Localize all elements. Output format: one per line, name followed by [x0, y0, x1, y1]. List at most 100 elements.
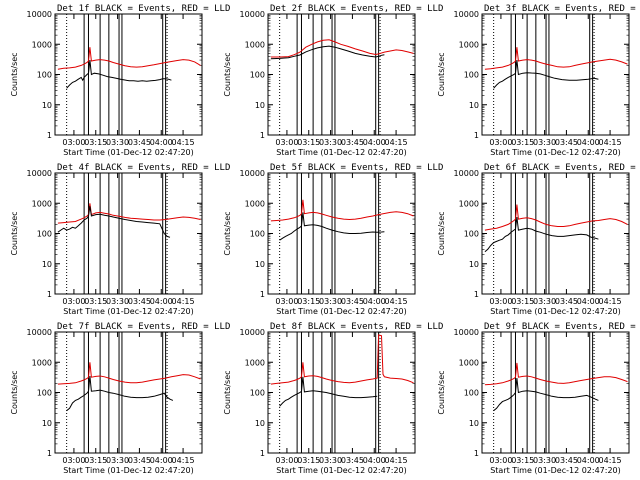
x-tick-label: 04:15 [599, 138, 622, 147]
y-tick-label: 1 [47, 290, 52, 299]
x-tick-label: 03:30 [319, 138, 342, 147]
panel-det-6: Det 6f BLACK = Events, RED = LLD 1 10 100 10… [437, 163, 640, 316]
x-tick-label: 03:00 [275, 297, 298, 306]
y-tick-label: 10000 [240, 10, 265, 19]
panel-title: Det 4f BLACK = Events, RED = LLD [57, 163, 230, 173]
lld-series-line [484, 47, 628, 70]
x-tick-label: 03:30 [106, 297, 129, 306]
events-series-line [66, 375, 174, 412]
y-tick-label: 100 [464, 389, 479, 398]
x-tick-label: 03:00 [275, 456, 298, 465]
x-tick-label: 03:45 [555, 297, 578, 306]
y-tick-label: 10 [255, 101, 265, 110]
lld-series-line [270, 199, 414, 222]
y-axis-title: Counts/sec [437, 52, 446, 96]
panel-det-1: Det 1f BLACK = Events, RED = LLD 1 10 100 10… [10, 4, 230, 157]
y-axis-title: Counts/sec [437, 370, 446, 414]
panel-det-7: Det 7f BLACK = Events, RED = LLD 1 10 100 10… [10, 322, 230, 475]
x-tick-label: 03:15 [511, 138, 534, 147]
x-tick-label: 04:15 [172, 456, 195, 465]
x-tick-label: 03:00 [489, 138, 512, 147]
lld-series-line [484, 362, 628, 386]
y-tick-label: 1000 [245, 40, 265, 49]
x-tick-label: 04:00 [363, 297, 386, 306]
x-tick-label: 03:15 [511, 297, 534, 306]
plot-frame [481, 331, 630, 454]
x-tick-label: 03:45 [341, 456, 364, 465]
y-tick-label: 1 [474, 449, 479, 458]
x-tick-label: 03:00 [489, 297, 512, 306]
y-tick-label: 1000 [32, 199, 52, 208]
x-tick-label: 03:00 [275, 138, 298, 147]
x-axis-title: Start Time (01-Dec-12 02:47:20) [276, 148, 407, 157]
lld-series-line [57, 203, 201, 224]
y-axis-title: Counts/sec [223, 52, 232, 96]
lld-series-line [270, 39, 414, 58]
x-tick-label: 04:00 [150, 297, 173, 306]
events-series-line [493, 60, 599, 89]
panel-title: Det 6f BLACK = Events, RED = LLD [484, 163, 640, 173]
x-tick-label: 04:15 [385, 456, 408, 465]
events-series-line [484, 216, 599, 253]
panel-det-9: Det 9f BLACK = Events, RED = LLD 1 10 100 10… [437, 322, 640, 475]
y-tick-label: 1000 [245, 358, 265, 367]
y-axis-title: Counts/sec [223, 370, 232, 414]
panel-det-5: Det 5f BLACK = Events, RED = LLD 1 10 100 10… [223, 163, 443, 316]
events-series-line [279, 212, 385, 241]
events-series-line [57, 206, 171, 238]
y-tick-label: 10 [42, 101, 52, 110]
x-tick-label: 03:00 [62, 138, 85, 147]
events-series-line [279, 376, 378, 407]
y-tick-label: 10000 [454, 169, 479, 178]
y-tick-label: 1000 [245, 199, 265, 208]
y-tick-label: 1 [260, 131, 265, 140]
y-tick-label: 1000 [32, 358, 52, 367]
panel-det-2: Det 2f BLACK = Events, RED = LLD 1 10 100 10… [223, 4, 443, 157]
y-tick-label: 1 [47, 449, 52, 458]
panel-title: Det 1f BLACK = Events, RED = LLD [57, 4, 230, 14]
x-tick-label: 03:45 [128, 138, 151, 147]
y-axis-title: Counts/sec [10, 211, 19, 255]
plot-frame [267, 331, 416, 454]
x-tick-label: 03:15 [511, 456, 534, 465]
y-tick-label: 100 [250, 389, 265, 398]
x-axis-title: Start Time (01-Dec-12 02:47:20) [63, 466, 194, 475]
plot-frame [481, 13, 630, 136]
panel-title: Det 3f BLACK = Events, RED = LLD [484, 4, 640, 14]
y-tick-label: 1 [474, 290, 479, 299]
x-tick-label: 03:30 [319, 297, 342, 306]
y-tick-label: 1000 [459, 40, 479, 49]
x-tick-label: 03:30 [533, 297, 556, 306]
x-axis-title: Start Time (01-Dec-12 02:47:20) [490, 148, 621, 157]
events-series-line [66, 60, 172, 89]
y-tick-label: 10 [469, 419, 479, 428]
y-tick-label: 10 [255, 419, 265, 428]
y-axis-title: Counts/sec [437, 211, 446, 255]
y-tick-label: 1000 [459, 199, 479, 208]
x-axis-title: Start Time (01-Dec-12 02:47:20) [490, 307, 621, 316]
x-tick-label: 03:15 [84, 456, 107, 465]
x-tick-label: 04:00 [577, 138, 600, 147]
y-tick-label: 100 [464, 71, 479, 80]
x-tick-label: 04:15 [385, 297, 408, 306]
x-tick-label: 03:15 [297, 138, 320, 147]
x-tick-label: 03:30 [533, 456, 556, 465]
x-tick-label: 04:15 [172, 138, 195, 147]
y-tick-label: 100 [37, 389, 52, 398]
y-tick-label: 1 [47, 131, 52, 140]
x-tick-label: 04:00 [577, 456, 600, 465]
panel-det-3: Det 3f BLACK = Events, RED = LLD 1 10 100 10… [437, 4, 640, 157]
panel-title: Det 5f BLACK = Events, RED = LLD [270, 163, 443, 173]
x-axis-title: Start Time (01-Dec-12 02:47:20) [276, 307, 407, 316]
plot-frame [54, 331, 203, 454]
lld-series-line [57, 362, 201, 385]
x-tick-label: 03:15 [84, 297, 107, 306]
y-tick-label: 1 [474, 131, 479, 140]
y-axis-title: Counts/sec [10, 52, 19, 96]
y-tick-label: 1 [260, 449, 265, 458]
plot-frame [481, 172, 630, 295]
plot-frame [54, 172, 203, 295]
y-tick-label: 10 [469, 260, 479, 269]
x-tick-label: 03:30 [319, 456, 342, 465]
x-axis-title: Start Time (01-Dec-12 02:47:20) [63, 307, 194, 316]
